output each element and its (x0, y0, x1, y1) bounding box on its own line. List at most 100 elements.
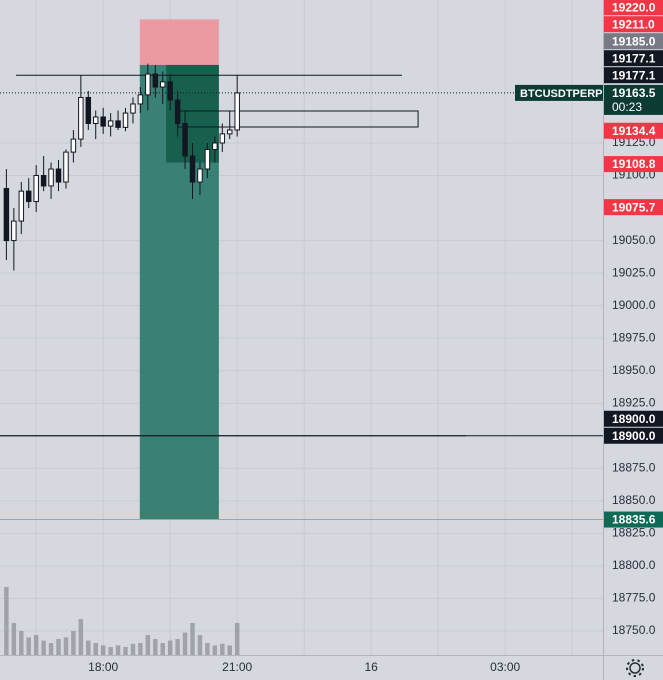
volume-bar (48, 643, 54, 655)
y-tick-label: 19000.0 (612, 298, 656, 312)
y-tick-label: 18850.0 (612, 493, 656, 507)
candle-body (55, 168, 62, 183)
price-tag (604, 427, 663, 444)
price-tag-label: 19220.0 (612, 0, 656, 14)
volume-bar (63, 637, 69, 655)
volume-bar (167, 640, 173, 655)
candle-body (40, 175, 47, 187)
x-tick-label: 16 (365, 660, 379, 674)
candle-body (100, 116, 106, 127)
price-tag (604, 199, 663, 216)
candle-body (25, 190, 32, 203)
price-tag-label: 19211.0 (612, 17, 655, 31)
candle-body (197, 168, 203, 183)
volume-bar (212, 645, 218, 655)
candle-body (122, 112, 129, 128)
candle-body (11, 220, 17, 242)
axis-layer: 19125.019100.019050.019025.019000.018975… (88, 0, 663, 674)
volume-bar (26, 637, 31, 655)
volume-bar (100, 645, 106, 655)
grid-layer (0, 0, 603, 655)
volume-bar (123, 647, 128, 655)
position-layer (139, 19, 219, 520)
price-tag (604, 122, 663, 139)
y-tick-label: 18950.0 (612, 363, 656, 377)
y-tick-label: 18750.0 (612, 623, 656, 637)
volume-bar (234, 623, 240, 655)
candle-body (85, 96, 92, 124)
price-tag-label: 19177.1 (612, 51, 656, 65)
candle-body (137, 94, 144, 105)
price-tag (604, 0, 663, 16)
volume-bar (182, 632, 188, 655)
volume-bar (93, 643, 98, 655)
candle-body (174, 99, 181, 124)
volume-bar (153, 639, 158, 655)
volume-bar (138, 643, 143, 655)
candle-body (33, 175, 39, 203)
y-tick-label: 18975.0 (612, 330, 656, 344)
last-price-label: 19163.5 (612, 86, 656, 100)
candle-body (78, 96, 84, 140)
candle-body (204, 149, 211, 170)
volume-bar (145, 635, 151, 655)
gear-ring (629, 662, 641, 674)
symbol-tag (515, 84, 603, 101)
settings-icon[interactable] (626, 659, 644, 677)
candle-body (152, 73, 159, 88)
volume-bar (130, 643, 136, 655)
y-tick-label: 18825.0 (612, 526, 656, 540)
candle-body (167, 81, 173, 101)
volume-bar (190, 623, 195, 655)
candle-body (182, 122, 188, 157)
price-tag-label: 18900.0 (612, 412, 656, 426)
volume-bar (33, 635, 39, 655)
x-tick-label: 21:00 (222, 660, 252, 674)
candle-body (70, 138, 77, 153)
x-tick-label: 03:00 (490, 660, 520, 674)
y-tick-label: 18875.0 (612, 460, 656, 474)
volume-bar (41, 640, 46, 655)
candle-body (92, 116, 99, 124)
price-tag (604, 50, 663, 67)
price-tag (604, 410, 663, 427)
candle-body (130, 103, 136, 114)
candle-layer (3, 63, 240, 271)
candle-body (63, 151, 69, 183)
candle-body (219, 133, 226, 144)
volume-bar (11, 623, 17, 655)
candle-body (115, 120, 121, 128)
candle-body (18, 190, 25, 222)
price-tag-label: 19185.0 (612, 34, 656, 48)
last-price-tag (604, 84, 663, 115)
x-tick-label: 18:00 (88, 660, 118, 674)
volume-bar (115, 645, 121, 655)
volume-bar (197, 635, 203, 655)
y-tick-label: 19025.0 (612, 265, 656, 279)
price-tag (604, 16, 663, 33)
price-tag-label: 18835.6 (612, 513, 656, 527)
candle-body (107, 120, 114, 127)
price-tag-label: 19108.8 (612, 157, 656, 171)
candle-body (226, 129, 233, 135)
price-tag (604, 511, 663, 528)
price-tag (604, 33, 663, 50)
y-tick-label: 19050.0 (612, 233, 656, 247)
price-tag-label: 19134.4 (612, 124, 656, 138)
volume-bar (71, 631, 76, 655)
price-tag-label: 19075.7 (612, 200, 656, 214)
volume-bar (108, 647, 113, 655)
candle-body (159, 81, 166, 88)
candle-body (3, 188, 10, 242)
volume-bar (205, 643, 210, 655)
candle-body (48, 168, 54, 187)
volume-bar (227, 645, 232, 655)
gear-teeth (626, 659, 644, 677)
price-tag (604, 156, 663, 173)
volume-bar (56, 639, 61, 655)
candle-body (234, 92, 240, 131)
volume-bar (19, 631, 24, 655)
